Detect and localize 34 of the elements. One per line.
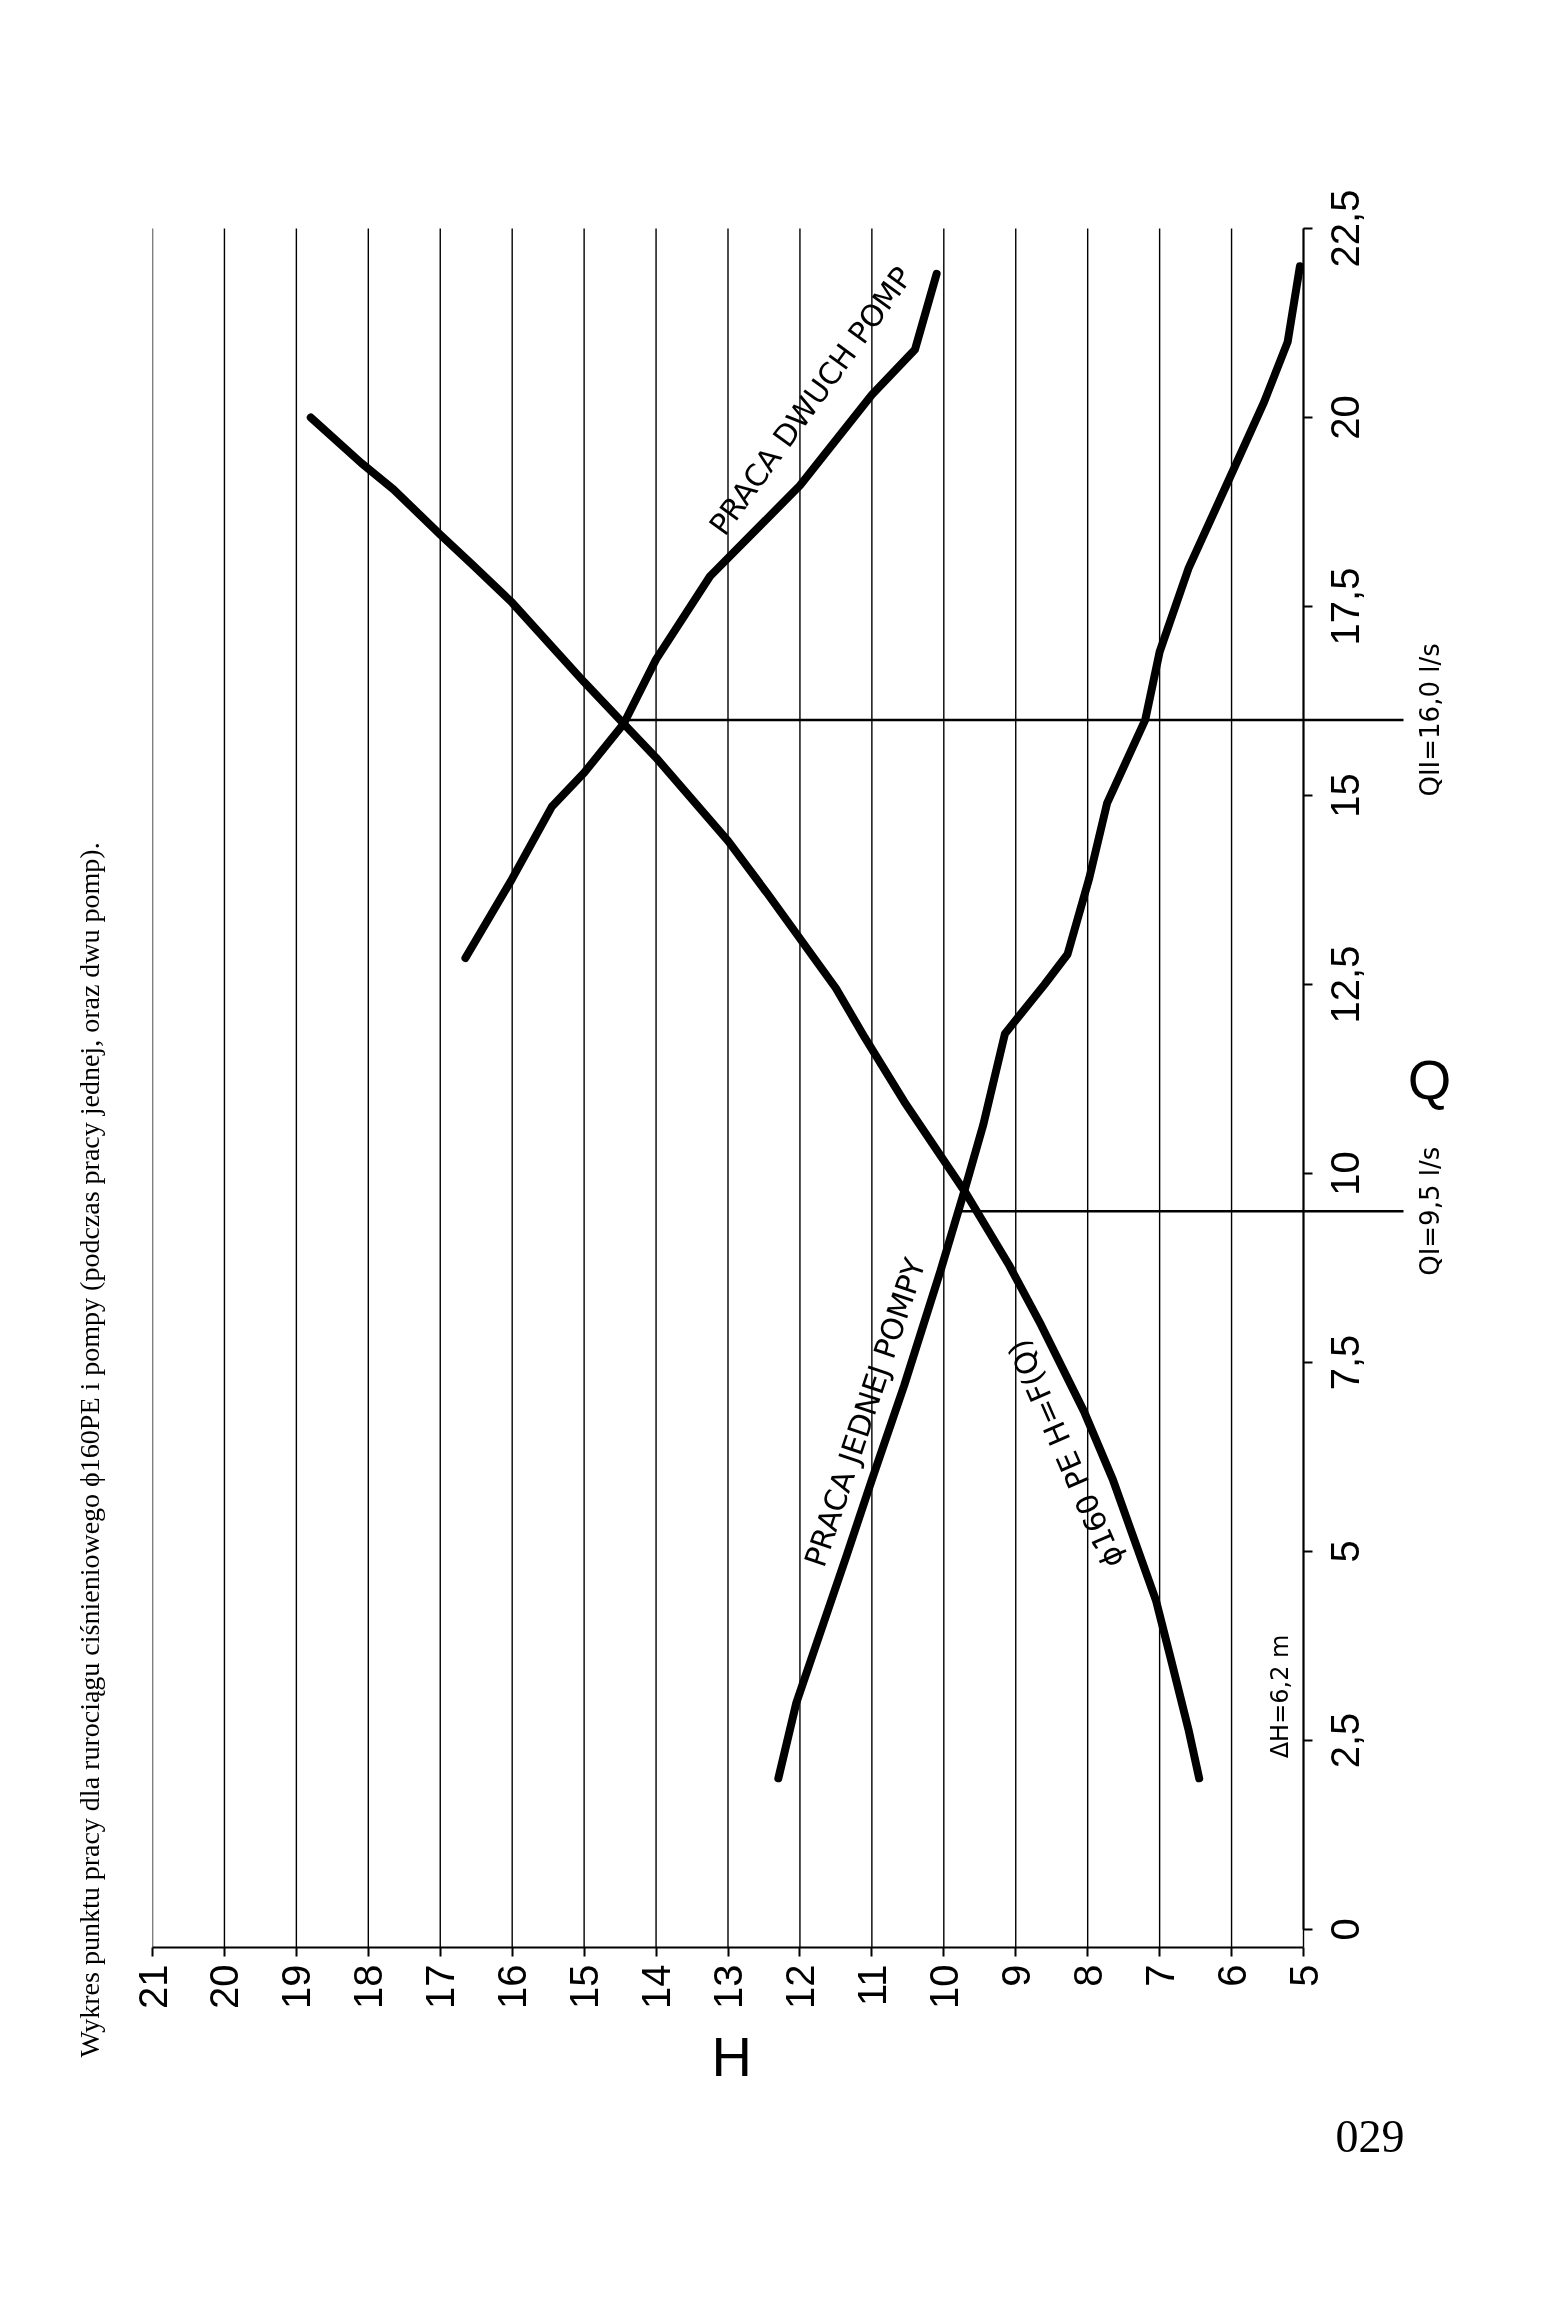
y-tick-label: 5 bbox=[1322, 1540, 1367, 1563]
x-tick-label: 9 bbox=[993, 1964, 1038, 1987]
x-tick-label: 16 bbox=[490, 1964, 535, 2009]
x-tick-label: 20 bbox=[202, 1964, 247, 2009]
x-tick-label: 13 bbox=[706, 1964, 750, 2009]
y-tick-label: 15 bbox=[1322, 773, 1367, 818]
y-tick-label: 17,5 bbox=[1322, 567, 1367, 646]
x-tick-label: 12 bbox=[777, 1964, 822, 2009]
annotation: ΔH=6,2 m bbox=[1266, 1634, 1295, 1759]
y-tick-label: 2,5 bbox=[1322, 1712, 1367, 1769]
x-tick-label: 18 bbox=[346, 1964, 391, 2009]
x-tick-label: 21 bbox=[130, 1964, 175, 2009]
y-axis-title: Q bbox=[1407, 1047, 1452, 1111]
ref-line-label: QI=9,5 l/s bbox=[1414, 1146, 1445, 1276]
x-tick-label: 10 bbox=[921, 1964, 966, 2009]
y-tick-label: 20 bbox=[1322, 395, 1367, 440]
x-tick-label: 15 bbox=[562, 1964, 607, 2009]
y-tick-label: 0 bbox=[1322, 1918, 1367, 1941]
y-tick-label: 10 bbox=[1322, 1151, 1367, 1196]
x-tick-label: 8 bbox=[1065, 1964, 1110, 1987]
x-tick-label: 5 bbox=[1281, 1964, 1326, 1987]
x-tick-label: 11 bbox=[849, 1964, 894, 2007]
text: 029 bbox=[1335, 2110, 1405, 2162]
x-tick-label: 6 bbox=[1209, 1964, 1254, 1987]
y-tick-label: 22,5 bbox=[1322, 189, 1367, 268]
ref-line-label: QII=16,0 l/s bbox=[1414, 643, 1445, 797]
x-axis-title: H bbox=[711, 2024, 752, 2088]
y-tick-label: 12,5 bbox=[1322, 945, 1367, 1024]
x-tick-label: 7 bbox=[1137, 1964, 1182, 1987]
x-tick-label: 17 bbox=[418, 1964, 463, 2009]
x-tick-label: 14 bbox=[634, 1964, 679, 2009]
text: Wykres punktu pracy dla rurociągu ciśnieniowego ϕ160PE i pompy (podczas pracy jednej, oraz dwu pomp). bbox=[74, 842, 105, 2058]
x-tick-label: 19 bbox=[274, 1964, 319, 2009]
y-tick-label: 7,5 bbox=[1322, 1334, 1367, 1391]
